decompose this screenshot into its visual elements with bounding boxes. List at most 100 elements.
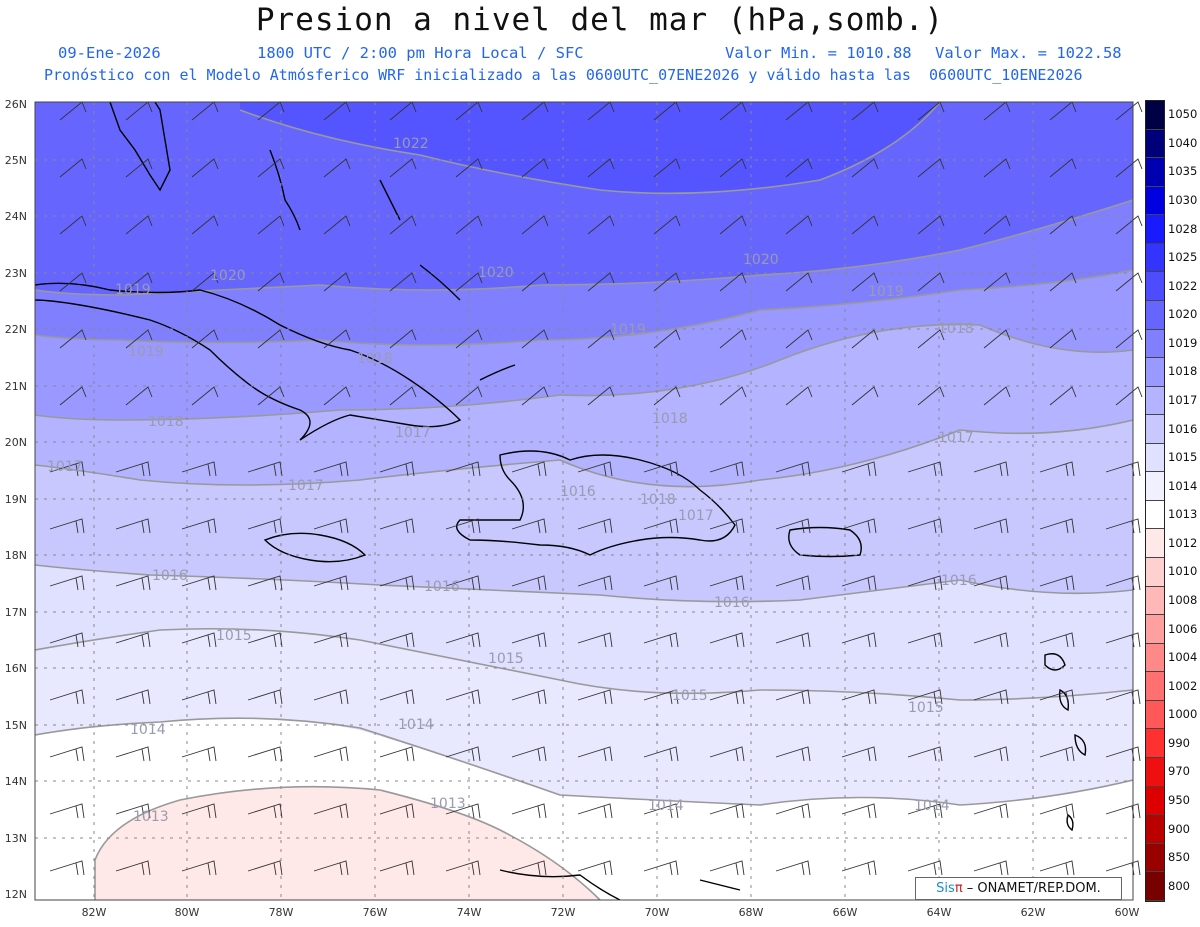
wind-barb	[1049, 329, 1077, 349]
wind-barb	[313, 803, 349, 819]
wind-barb	[907, 860, 943, 876]
legend-label: 1012	[1168, 535, 1198, 550]
wind-barb	[577, 803, 613, 819]
wind-barb	[775, 746, 811, 762]
wind-barb	[719, 215, 747, 235]
legend-label: 1013	[1168, 507, 1198, 522]
wind-barb	[1039, 689, 1075, 705]
isobar-label: 1015	[672, 688, 708, 704]
legend-swatch	[1146, 186, 1164, 216]
credit-org: – ONAMET/REP.DOM.	[966, 881, 1101, 896]
wind-barb	[181, 689, 217, 705]
wind-barb	[907, 746, 943, 762]
legend-label: 900	[1168, 821, 1190, 836]
wind-barb	[643, 632, 679, 648]
wind-barb	[247, 575, 283, 591]
lat-label: 23N	[5, 267, 27, 280]
lat-label: 22N	[5, 323, 27, 336]
wind-barb	[247, 632, 283, 648]
isobar-label: 1016	[152, 568, 188, 584]
legend-swatch	[1146, 129, 1164, 159]
wind-barb	[49, 689, 85, 705]
legend-label: 800	[1168, 878, 1190, 893]
wind-barb	[841, 518, 877, 534]
wind-barb	[59, 215, 87, 235]
legend-swatch	[1146, 415, 1164, 444]
wind-barb	[313, 689, 349, 705]
wind-barb	[709, 575, 745, 591]
credit-pi: π	[954, 881, 963, 896]
wind-barb	[1049, 158, 1077, 178]
wind-barb	[511, 518, 547, 534]
wind-barb	[379, 689, 415, 705]
legend-label: 1008	[1168, 593, 1198, 607]
isobar-label: 1017	[47, 459, 83, 475]
wind-barb	[521, 272, 549, 292]
legend-label: 1015	[1168, 450, 1198, 465]
isobar-label: 1017	[678, 508, 714, 524]
legend-label: 1022	[1168, 278, 1198, 293]
wind-barb	[49, 518, 85, 534]
wind-barb	[851, 158, 879, 178]
wind-barb	[851, 329, 879, 349]
lat-label: 21N	[5, 380, 27, 393]
lat-label: 20N	[5, 436, 27, 449]
credit-box: Sisπ – ONAMET/REP.DOM.	[915, 877, 1122, 900]
legend-swatch	[1146, 472, 1164, 501]
wind-barb	[587, 272, 615, 292]
isobar-label: 1019	[128, 344, 164, 360]
wind-barb	[653, 215, 681, 235]
wind-barb	[125, 215, 153, 235]
wind-barb	[115, 803, 151, 819]
wind-barb	[785, 272, 813, 292]
wind-barb	[313, 575, 349, 591]
wind-barb	[191, 386, 219, 406]
wind-barb	[445, 518, 481, 534]
lat-label: 26N	[5, 98, 27, 111]
wind-barb	[907, 689, 943, 705]
legend-label: 1000	[1168, 707, 1198, 722]
credit-sis: Sis	[936, 881, 955, 896]
wind-barb	[379, 746, 415, 762]
wind-barb	[709, 461, 745, 477]
wind-barb	[643, 803, 679, 819]
wind-barb	[191, 158, 219, 178]
lon-label: 68W	[739, 906, 764, 919]
legend-label: 1016	[1168, 421, 1198, 436]
wind-barb	[181, 461, 217, 477]
wind-barb	[181, 860, 217, 876]
isobar-label: 1018	[640, 492, 676, 508]
wind-barb	[191, 329, 219, 349]
legend-swatch	[1146, 786, 1164, 816]
lon-label: 82W	[82, 906, 107, 919]
model-info: Pronóstico con el Modelo Atmósferico WRF…	[44, 66, 1083, 84]
wind-barb	[181, 632, 217, 648]
wind-barb	[313, 746, 349, 762]
wind-barb	[511, 860, 547, 876]
legend-swatch	[1146, 586, 1164, 616]
wind-barb	[511, 575, 547, 591]
wind-barb	[323, 329, 351, 349]
legend-swatch	[1146, 757, 1164, 787]
wind-barb	[247, 518, 283, 534]
wind-barb	[973, 860, 1009, 876]
wind-barb	[587, 386, 615, 406]
wind-barb	[587, 158, 615, 178]
legend-swatch	[1146, 672, 1164, 701]
forecast-date: 09-Ene-2026	[58, 44, 161, 62]
legend-label: 1017	[1168, 393, 1198, 407]
wind-barb	[49, 632, 85, 648]
wind-barb	[775, 518, 811, 534]
wind-barb	[709, 689, 745, 705]
wind-barb	[719, 329, 747, 349]
legend-swatch	[1146, 615, 1164, 644]
wind-barb	[181, 803, 217, 819]
isobar-label: 1018	[938, 321, 974, 337]
wind-barb	[49, 860, 85, 876]
wind-barb	[907, 461, 943, 477]
wind-barb	[511, 632, 547, 648]
wind-barb	[1039, 746, 1075, 762]
wind-barb	[257, 158, 285, 178]
wind-barb	[1115, 272, 1143, 292]
wind-barb	[587, 215, 615, 235]
